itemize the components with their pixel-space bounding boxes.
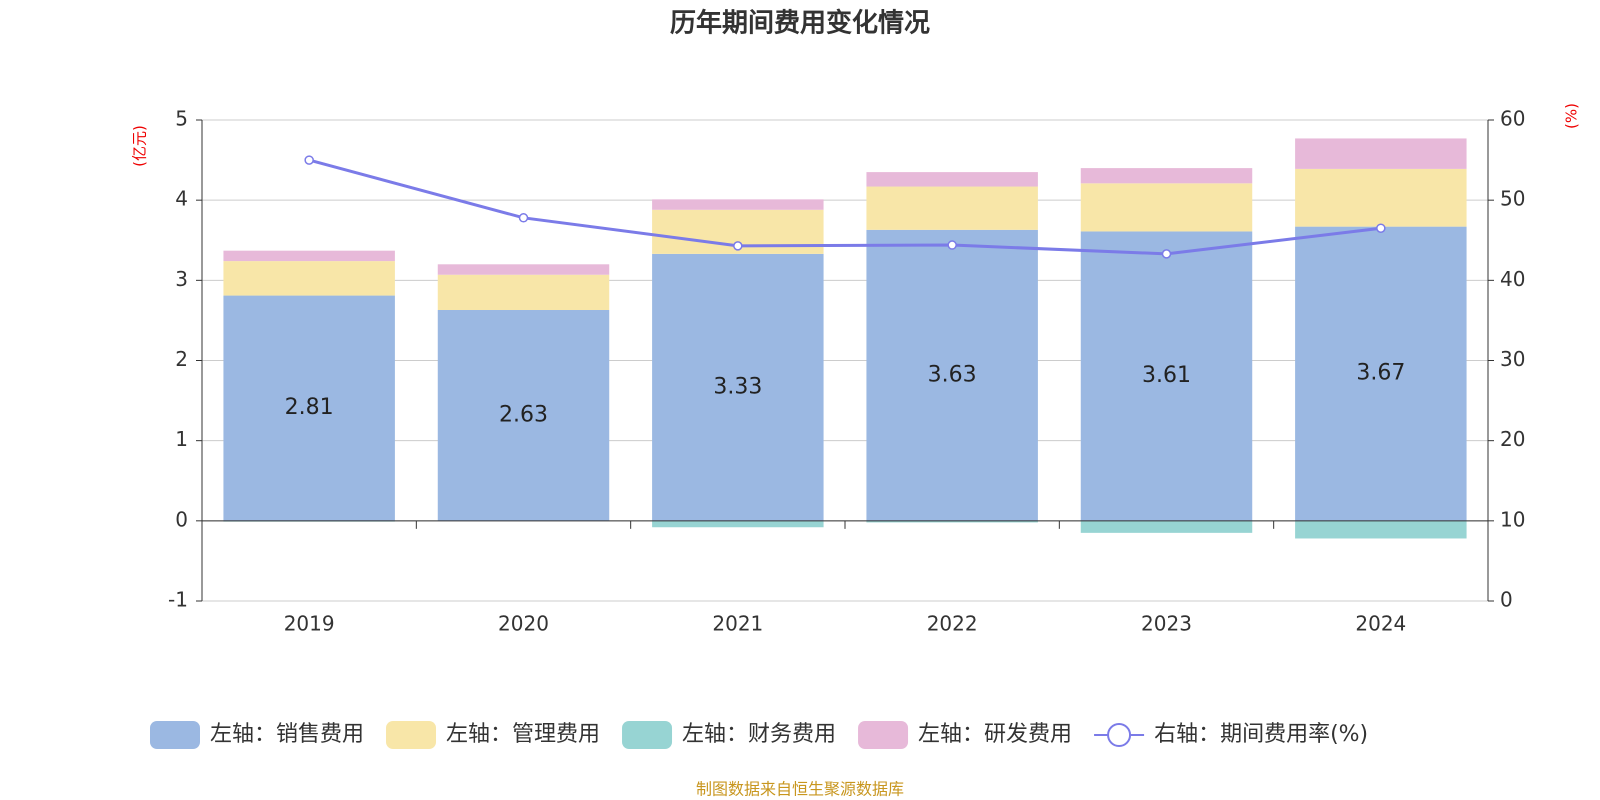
data-label: 3.67 — [1356, 361, 1405, 386]
bar-segment — [223, 261, 395, 296]
line-point — [304, 155, 314, 165]
bar-segment — [1295, 226, 1467, 521]
source-note: 制图数据来自恒生聚源数据库 — [696, 780, 904, 799]
bar-segment — [1080, 231, 1253, 521]
data-label: 2.63 — [499, 402, 548, 427]
line — [308, 158, 1382, 256]
x-tick-label: 2021 — [712, 612, 763, 636]
bar-segment — [437, 309, 610, 521]
y2-tick-label: 20 — [1500, 427, 1525, 451]
bar-segment — [1295, 520, 1467, 539]
x-tick-label: 2024 — [1355, 612, 1406, 636]
data-label: 2.81 — [285, 395, 334, 420]
y-tick-label: 0 — [175, 507, 188, 531]
y-tick-label: 4 — [175, 187, 188, 211]
legend-label: 左轴：销售费用 — [210, 722, 364, 747]
bar-segment — [1080, 183, 1253, 232]
y2-tick-label: 40 — [1500, 267, 1525, 291]
y-tick-label: 5 — [175, 107, 188, 131]
bar-segment — [866, 172, 1038, 187]
y2-tick-label: 10 — [1500, 507, 1525, 531]
chart-title: 历年期间费用变化情况 — [670, 8, 930, 39]
y-tick-label: 2 — [175, 347, 188, 371]
legend-swatch — [150, 721, 200, 749]
legend-label: 左轴：财务费用 — [682, 722, 836, 747]
y2-tick-label: 30 — [1500, 347, 1525, 371]
legend-swatch — [858, 721, 909, 749]
y-tick-label: -1 — [168, 588, 188, 612]
legend-label: 左轴：管理费用 — [446, 722, 600, 747]
bar-segment — [223, 295, 395, 521]
y-tick-label: 1 — [175, 427, 188, 451]
bar-segment — [866, 186, 1038, 230]
bar-segment — [652, 199, 824, 210]
bar-segment — [437, 264, 610, 275]
bar-segment — [866, 229, 1038, 521]
legend-label: 左轴：研发费用 — [918, 722, 1072, 747]
legend-swatch — [1107, 723, 1132, 747]
bar-segment — [223, 250, 395, 262]
data-label: 3.33 — [713, 374, 762, 399]
y2-tick-label: 50 — [1500, 187, 1525, 211]
bar-segment — [1295, 168, 1467, 227]
legend-swatch — [622, 721, 673, 749]
bar-segment — [1080, 168, 1253, 184]
bar-segment — [437, 274, 610, 310]
line-point — [1161, 249, 1172, 259]
data-label: 3.63 — [928, 362, 977, 387]
y2-tick-label: 0 — [1500, 588, 1513, 612]
x-tick-label: 2020 — [498, 612, 549, 636]
y2-tick-label: 60 — [1500, 107, 1525, 131]
x-tick-label: 2023 — [1141, 612, 1192, 636]
legend-swatch — [386, 721, 437, 749]
bar-segment — [652, 520, 824, 528]
line-point — [518, 213, 529, 223]
line-point — [733, 241, 743, 251]
data-label: 3.61 — [1142, 363, 1191, 388]
y-axis-label: (亿元) — [131, 125, 149, 167]
bar-segment — [1080, 520, 1253, 533]
line-point — [947, 240, 957, 250]
bar-segment — [866, 520, 1038, 523]
bar-segment — [1295, 138, 1467, 169]
x-tick-label: 2019 — [284, 612, 335, 636]
y2-axis-label: (%) — [1563, 103, 1581, 129]
x-tick-label: 2022 — [927, 612, 978, 636]
line-point — [1376, 223, 1386, 233]
bar-segment — [652, 253, 824, 521]
y-tick-label: 3 — [175, 267, 188, 291]
legend-label: 右轴：期间费用率(%) — [1154, 722, 1368, 747]
